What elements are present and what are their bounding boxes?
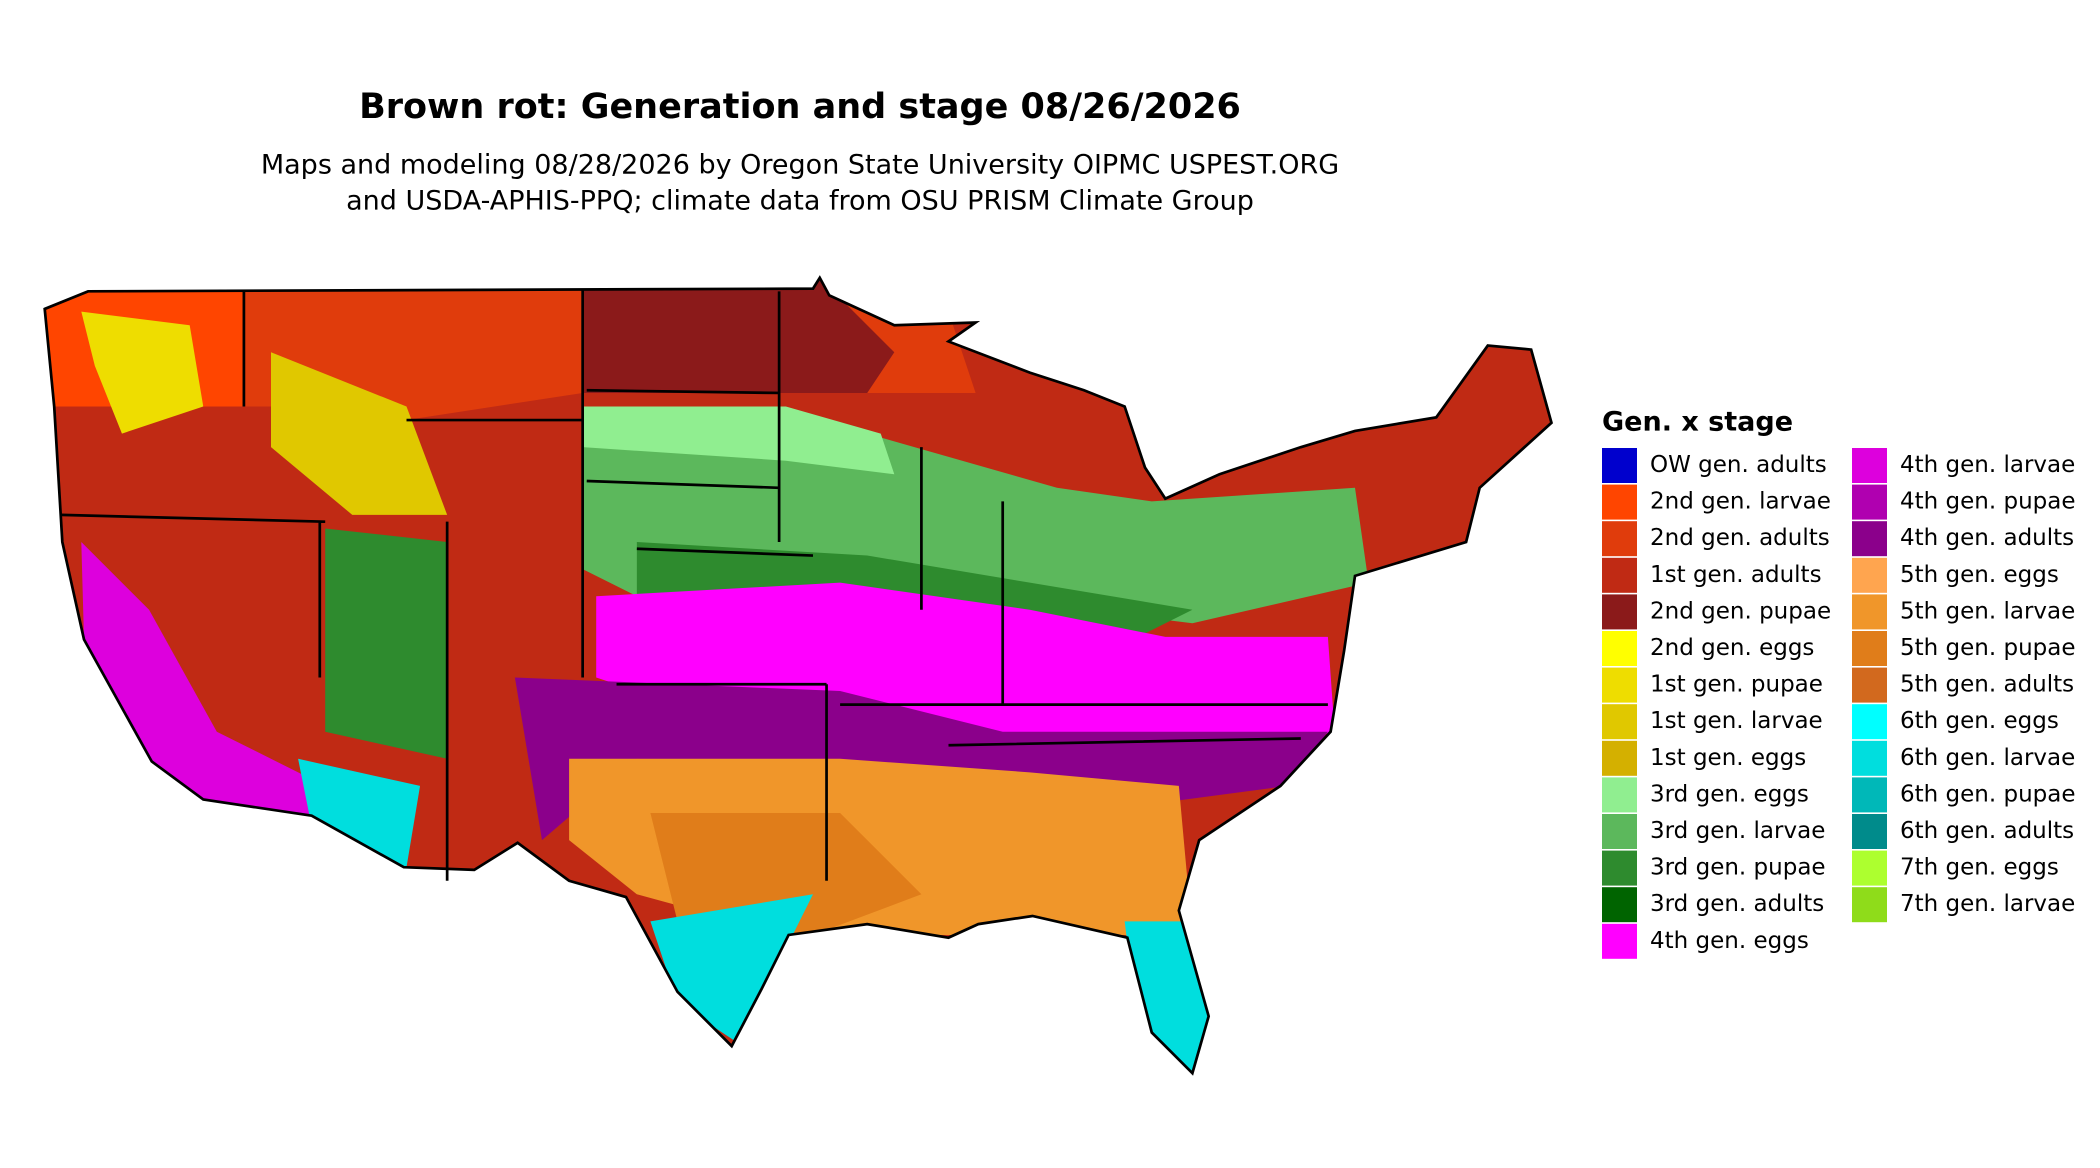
legend-swatch	[1852, 631, 1887, 666]
legend-swatch	[1602, 631, 1637, 666]
legend-swatch	[1852, 887, 1887, 923]
legend-label: 7th gen. larvae	[1900, 891, 2075, 917]
legend-swatch	[1852, 850, 1887, 886]
legend-swatch	[1852, 814, 1887, 849]
legend-label: 2nd gen. eggs	[1650, 635, 1814, 661]
legend-label: 3rd gen. larvae	[1650, 818, 1825, 844]
legend-swatch	[1852, 777, 1887, 813]
legend-swatch	[1852, 448, 1887, 483]
legend-swatch	[1602, 777, 1637, 813]
legend-swatch	[1852, 594, 1887, 630]
legend-swatch	[1852, 740, 1887, 776]
legend-label: 4th gen. pupae	[1900, 489, 2076, 515]
legend-swatch	[1602, 740, 1637, 776]
map-title: Brown rot: Generation and stage 08/26/20…	[359, 87, 1241, 127]
legend-swatch	[1852, 484, 1887, 520]
map	[43, 275, 1554, 1076]
legend-label: 5th gen. adults	[1900, 672, 2074, 698]
legend-swatch	[1602, 484, 1637, 520]
legend-title: Gen. x stage	[1602, 407, 1793, 438]
legend-swatch	[1602, 557, 1637, 593]
legend-label: 1st gen. adults	[1650, 562, 1822, 588]
legend-label: 6th gen. larvae	[1900, 745, 2075, 771]
legend-label: 1st gen. eggs	[1650, 745, 1806, 771]
legend-swatch	[1852, 557, 1887, 593]
legend-label: 2nd gen. adults	[1650, 525, 1830, 551]
legend: OW gen. adults 2nd gen. larvae 2nd gen. ad…	[1602, 448, 2076, 959]
legend-swatch	[1602, 923, 1637, 959]
legend-label: 3rd gen. pupae	[1650, 855, 1826, 881]
legend-label: 4th gen. larvae	[1900, 452, 2075, 478]
legend-label: 1st gen. pupae	[1650, 672, 1823, 698]
legend-swatch	[1602, 850, 1637, 886]
legend-swatch	[1602, 887, 1637, 923]
legend-label: 5th gen. eggs	[1900, 562, 2059, 588]
subtitle: Maps and modeling 08/28/2026 by Oregon S…	[261, 150, 1339, 181]
legend-label: 7th gen. eggs	[1900, 855, 2059, 881]
legend-swatch	[1602, 814, 1637, 849]
legend-label: 2nd gen. pupae	[1650, 598, 1831, 624]
legend-label: 5th gen. pupae	[1900, 635, 2076, 661]
legend-label: 6th gen. eggs	[1900, 708, 2059, 734]
legend-swatch	[1602, 448, 1637, 483]
legend-label: 6th gen. adults	[1900, 818, 2074, 844]
legend-label: 4th gen. eggs	[1650, 928, 1809, 954]
legend-label: OW gen. adults	[1650, 452, 1827, 478]
legend-swatch	[1852, 667, 1887, 703]
legend-label: 6th gen. pupae	[1900, 781, 2076, 807]
legend-label: 3rd gen. eggs	[1650, 781, 1809, 807]
legend-swatch	[1602, 667, 1637, 703]
legend-label: 3rd gen. adults	[1650, 891, 1824, 917]
legend-swatch	[1602, 521, 1637, 557]
legend-label: 1st gen. larvae	[1650, 708, 1823, 734]
legend-swatch	[1602, 704, 1637, 740]
legend-label: 5th gen. larvae	[1900, 598, 2075, 624]
legend-swatch	[1852, 704, 1887, 740]
legend-swatch	[1852, 521, 1887, 557]
legend-swatch	[1602, 594, 1637, 630]
legend-label: 4th gen. adults	[1900, 525, 2074, 551]
legend-label: 2nd gen. larvae	[1650, 489, 1831, 515]
subtitle: and USDA-APHIS-PPQ; climate data from OS…	[346, 186, 1254, 217]
